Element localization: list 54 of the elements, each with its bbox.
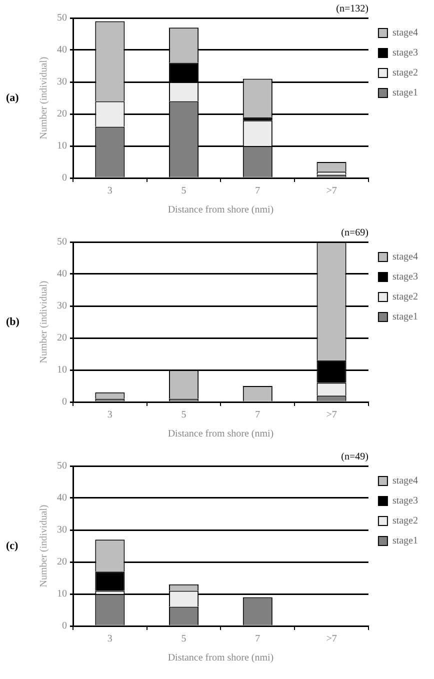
- x-tick-label: 3: [107, 634, 112, 645]
- y-tick-label: 10: [57, 364, 67, 376]
- x-tick-label: 7: [255, 410, 260, 421]
- y-tick-label: 50: [57, 236, 67, 248]
- y-tick-label: 50: [57, 12, 67, 24]
- legend-label: stage4: [392, 252, 418, 263]
- legend-label: stage1: [392, 88, 418, 99]
- x-tick-label: >7: [326, 186, 337, 197]
- legend-label: stage1: [392, 312, 418, 323]
- y-tick-label: 0: [62, 620, 67, 632]
- x-tick-label: 7: [255, 186, 260, 197]
- y-tick-label: 20: [57, 556, 67, 568]
- legend-label: stage2: [392, 292, 418, 303]
- text: (a): [6, 92, 20, 104]
- x-axis-title: Distance from shore (nmi): [168, 204, 274, 216]
- y-tick-label: 30: [57, 76, 67, 88]
- y-axis-title: Number (individual): [38, 504, 50, 588]
- y-tick-label: 20: [57, 332, 67, 344]
- legend-label: stage4: [392, 28, 418, 39]
- y-tick-label: 0: [62, 172, 67, 184]
- y-tick-label: 10: [57, 140, 67, 152]
- y-tick-label: 40: [57, 492, 67, 504]
- y-tick-label: 50: [57, 460, 67, 472]
- legend-label: stage2: [392, 68, 418, 79]
- y-tick-label: 20: [57, 108, 67, 120]
- y-axis-title: Number (individual): [38, 56, 50, 140]
- x-tick-label: 3: [107, 186, 112, 197]
- legend-label: stage4: [392, 476, 418, 487]
- text: (n=132): [336, 4, 368, 15]
- legend-label: stage1: [392, 536, 418, 547]
- x-tick-label: 7: [255, 634, 260, 645]
- x-axis-title: Distance from shore (nmi): [168, 428, 274, 440]
- x-tick-label: 5: [181, 634, 186, 645]
- y-tick-label: 30: [57, 524, 67, 536]
- text: (b): [6, 316, 20, 328]
- legend-label: stage3: [392, 496, 418, 507]
- text: (c): [6, 540, 19, 552]
- legend-label: stage3: [392, 48, 418, 59]
- y-tick-label: 40: [57, 44, 67, 56]
- legend-label: stage2: [392, 516, 418, 527]
- text: (n=69): [341, 228, 368, 239]
- y-tick-label: 40: [57, 268, 67, 280]
- y-tick-label: 0: [62, 396, 67, 408]
- legend-label: stage3: [392, 272, 418, 283]
- x-axis-title: Distance from shore (nmi): [168, 652, 274, 664]
- x-tick-label: 5: [181, 186, 186, 197]
- x-tick-label: 3: [107, 410, 112, 421]
- y-tick-label: 10: [57, 588, 67, 600]
- x-tick-label: 5: [181, 410, 186, 421]
- x-tick-label: >7: [326, 634, 337, 645]
- text: (n=49): [341, 452, 368, 463]
- y-tick-label: 30: [57, 300, 67, 312]
- y-axis-title: Number (individual): [38, 280, 50, 364]
- x-tick-label: >7: [326, 410, 337, 421]
